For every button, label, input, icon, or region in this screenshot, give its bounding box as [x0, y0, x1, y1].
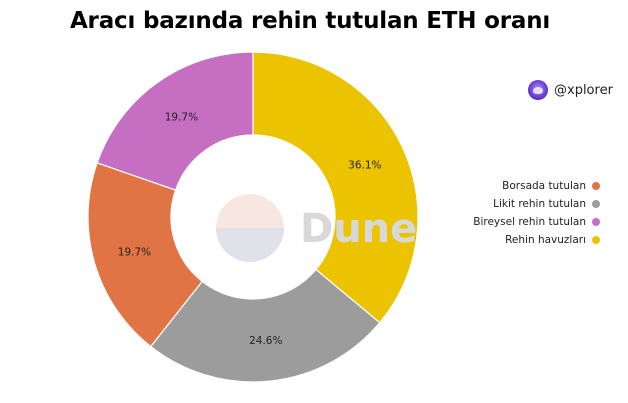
slice-borsada-tutulan[interactable]: [87, 162, 204, 348]
legend-item[interactable]: Borsada tutulan: [502, 180, 600, 192]
slice-likit-rehin-tutulan[interactable]: [149, 268, 381, 383]
dune-watermark: Dune: [216, 194, 417, 262]
legend-label: Borsada tutulan: [502, 180, 586, 192]
legend-item[interactable]: Likit rehin tutulan: [493, 198, 600, 210]
legend-swatch: [592, 218, 600, 226]
legend-swatch: [592, 200, 600, 208]
legend-swatch: [592, 236, 600, 244]
watermark-text: Dune: [300, 206, 417, 252]
legend-item[interactable]: Bireysel rehin tutulan: [473, 216, 600, 228]
legend-label: Likit rehin tutulan: [493, 198, 586, 210]
slice-bireysel-rehin-tutulan[interactable]: [96, 51, 254, 191]
legend-swatch: [592, 182, 600, 190]
chart-legend: Borsada tutulan Likit rehin tutulan Bireys…: [473, 180, 600, 246]
legend-label: Bireysel rehin tutulan: [473, 216, 586, 228]
legend-label: Rehin havuzları: [505, 234, 586, 246]
slice-data-label: 36.1%: [348, 160, 381, 172]
slice-data-label: 19.7%: [118, 247, 151, 259]
slice-data-label: 19.7%: [165, 111, 198, 123]
author-handle: @xplorer: [554, 82, 613, 98]
legend-item[interactable]: Rehin havuzları: [505, 234, 600, 246]
slice-data-label: 24.6%: [249, 335, 282, 347]
slice-rehin-havuzlar-[interactable]: [252, 51, 419, 324]
chart-title: Aracı bazında rehin tutulan ETH oranı: [69, 8, 551, 34]
xplorer-avatar-icon: [528, 80, 548, 100]
author-badge[interactable]: @xplorer: [528, 80, 613, 100]
